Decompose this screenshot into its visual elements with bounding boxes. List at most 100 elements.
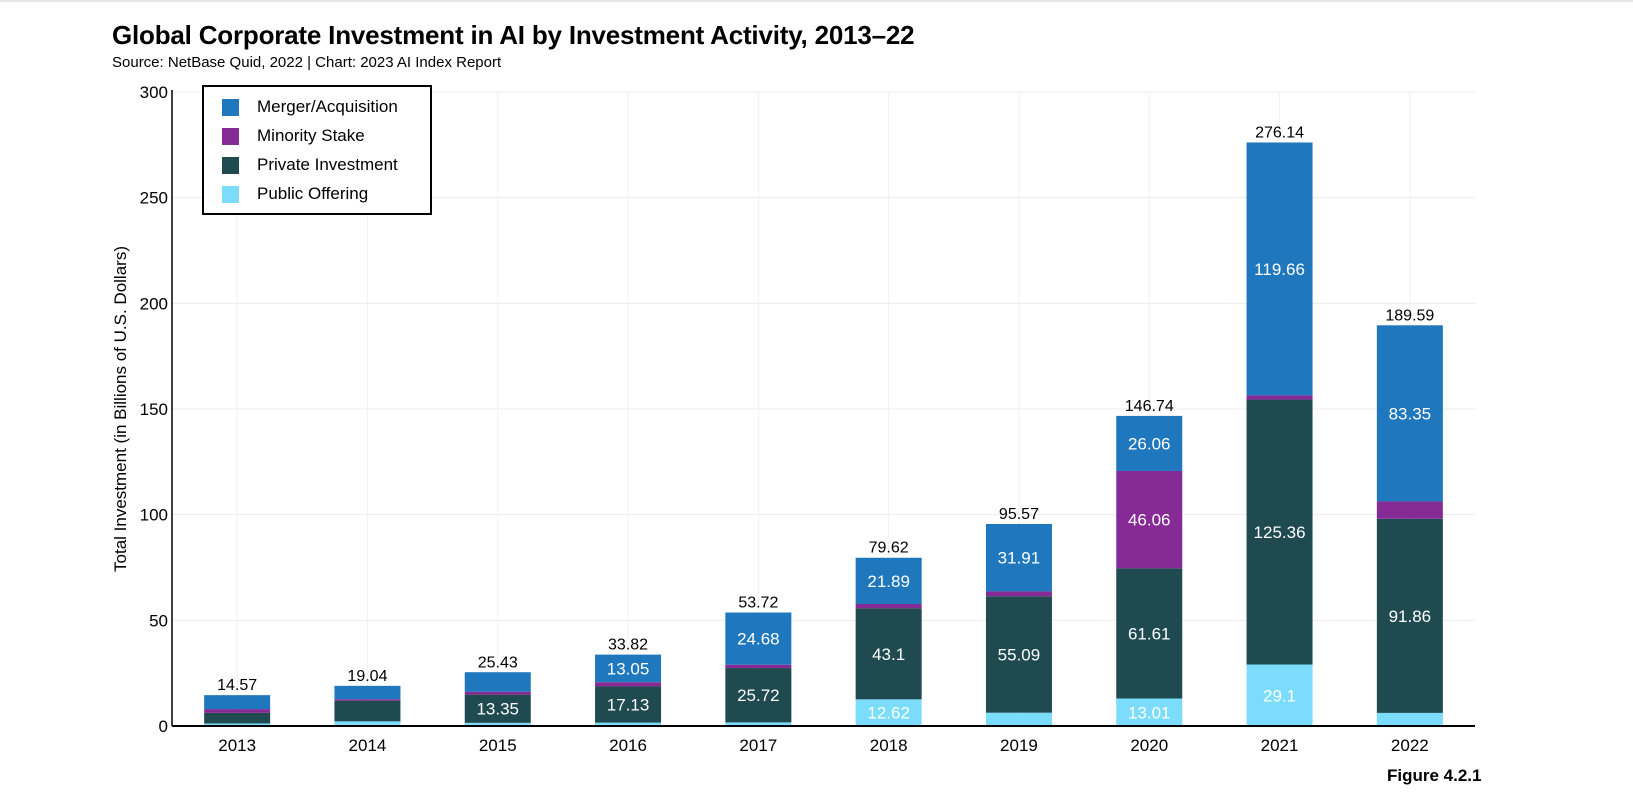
segment-value-label: 12.62 (867, 704, 910, 723)
bar-segment-public-offering (1246, 664, 1313, 726)
bar-segment-private-investment (1376, 518, 1443, 713)
segment-value-label: 26.06 (1128, 434, 1171, 453)
y-axis-title: Total Investment (in Billions of U.S. Do… (111, 246, 130, 572)
bar-total-label: 276.14 (1255, 124, 1304, 141)
bar-segment-public-offering (334, 721, 401, 726)
x-tick-label: 2020 (1130, 736, 1168, 755)
bar-total-label: 53.72 (738, 594, 778, 611)
bar-segment-public-offering (1116, 698, 1183, 726)
segment-value-label: 125.36 (1254, 523, 1306, 542)
y-tick-label: 50 (149, 611, 168, 630)
top-rule (0, 0, 1633, 2)
legend-label: Private Investment (257, 155, 398, 174)
x-tick-label: 2019 (1000, 736, 1038, 755)
bar-segment-minority-stake (334, 699, 401, 701)
legend-item-private: Private Investment (222, 155, 398, 175)
bar-segment-merger-acquisition (985, 523, 1052, 592)
legend-swatch-minority (222, 127, 239, 145)
legend-label: Public Offering (257, 184, 369, 203)
y-tick-label: 300 (140, 83, 168, 102)
figure-label: Figure 4.2.1 (1387, 766, 1482, 785)
bar-segment-merger-acquisition (1376, 325, 1443, 502)
bar-segment-private-investment (334, 700, 401, 722)
bar-segment-minority-stake (595, 682, 662, 687)
legend-item-public: Public Offering (222, 184, 368, 204)
bar-segment-merger-acquisition (334, 685, 401, 700)
bar-segment-minority-stake (725, 664, 792, 669)
bar-segment-minority-stake (855, 604, 922, 609)
bar-segment-public-offering (725, 722, 792, 726)
chart-title: Global Corporate Investment in AI by Inv… (112, 20, 915, 50)
bar-segment-minority-stake (985, 591, 1052, 597)
legend: Merger/Acquisition Minority Stake Privat… (202, 85, 432, 215)
bar-segment-private-investment (464, 694, 531, 723)
y-tick-label: 200 (140, 294, 168, 313)
bar-segment-public-offering (1376, 712, 1443, 726)
segment-value-label: 24.68 (737, 630, 780, 649)
segment-value-label: 83.35 (1389, 404, 1432, 423)
bar-segment-merger-acquisition (204, 695, 271, 710)
segment-value-label: 46.06 (1128, 511, 1171, 530)
bar-segment-minority-stake (1246, 395, 1313, 400)
legend-swatch-public (222, 185, 239, 203)
bar-segment-merger-acquisition (464, 672, 531, 692)
segment-value-label: 43.1 (872, 645, 905, 664)
segment-value-label: 25.72 (737, 686, 780, 705)
y-tick-label: 150 (140, 400, 168, 419)
bar-segment-private-investment (985, 596, 1052, 713)
legend-item-minority: Minority Stake (222, 126, 365, 146)
segment-value-label: 61.61 (1128, 624, 1171, 643)
bar-segment-minority-stake (1116, 470, 1183, 569)
segment-value-label: 17.13 (607, 696, 650, 715)
bar-total-label: 146.74 (1125, 398, 1174, 415)
bar-segment-private-investment (855, 608, 922, 700)
x-tick-label: 2016 (609, 736, 647, 755)
bar-total-label: 33.82 (608, 637, 648, 654)
bar-total-label: 189.59 (1385, 307, 1434, 324)
bar-segment-merger-acquisition (1116, 415, 1183, 471)
bar-segment-public-offering (204, 723, 271, 726)
segment-value-label: 91.86 (1389, 607, 1432, 626)
segment-value-label: 21.89 (867, 572, 910, 591)
x-tick-label: 2021 (1261, 736, 1299, 755)
x-tick-label: 2018 (870, 736, 908, 755)
bar-segment-minority-stake (204, 709, 271, 713)
y-tick-label: 250 (140, 189, 168, 208)
y-tick-label: 100 (140, 506, 168, 525)
bar-segment-merger-acquisition (595, 654, 662, 683)
bar-segment-private-investment (204, 712, 271, 724)
y-tick-label: 0 (159, 717, 168, 736)
bar-total-label: 95.57 (999, 506, 1039, 523)
bar-segment-private-investment (595, 686, 662, 723)
bar-segment-minority-stake (1376, 501, 1443, 519)
bar-segment-merger-acquisition (1246, 142, 1313, 396)
bar-segment-merger-acquisition (725, 612, 792, 665)
legend-swatch-private (222, 156, 239, 174)
segment-value-label: 55.09 (998, 645, 1041, 664)
segment-value-label: 13.05 (607, 659, 650, 678)
segment-value-label: 31.91 (998, 549, 1041, 568)
segment-value-label: 29.1 (1263, 686, 1296, 705)
bar-segment-minority-stake (464, 691, 531, 695)
bar-segment-public-offering (464, 722, 531, 726)
legend-label: Minority Stake (257, 126, 365, 145)
segment-value-label: 13.35 (476, 700, 519, 719)
bar-total-label: 19.04 (347, 668, 387, 685)
x-tick-label: 2013 (218, 736, 256, 755)
x-tick-label: 2017 (739, 736, 777, 755)
x-tick-label: 2022 (1391, 736, 1429, 755)
bar-segment-merger-acquisition (855, 557, 922, 605)
bar-segment-public-offering (595, 722, 662, 726)
bar-segment-private-investment (725, 668, 792, 723)
bar-segment-public-offering (985, 712, 1052, 726)
bar-segment-private-investment (1246, 399, 1313, 665)
x-tick-label: 2014 (349, 736, 387, 755)
segment-value-label: 13.01 (1128, 703, 1171, 722)
legend-label: Merger/Acquisition (257, 97, 398, 116)
x-tick-label: 2015 (479, 736, 517, 755)
bar-segment-public-offering (855, 699, 922, 726)
legend-item-merger: Merger/Acquisition (222, 97, 398, 117)
bar-total-label: 14.57 (217, 677, 257, 694)
bar-segment-private-investment (1116, 568, 1183, 699)
